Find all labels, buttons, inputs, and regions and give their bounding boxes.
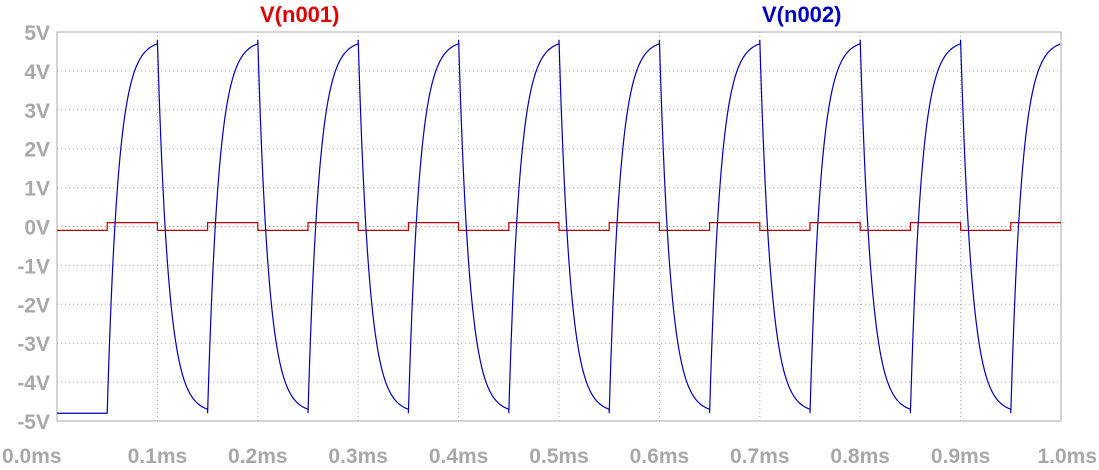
y-axis-ticks: 5V 4V 3V 2V 1V 0V -1V -2V -3V -4V -5V [17, 22, 50, 434]
x-tick-label: 0.8ms [830, 445, 890, 468]
x-tick-label: 0.6ms [630, 445, 690, 468]
y-tick-label: 4V [24, 61, 50, 84]
x-tick-label: 0.2ms [228, 445, 288, 468]
x-axis-ticks: 0.0ms 0.1ms 0.2ms 0.3ms 0.4ms 0.5ms 0.6ms 0.7ms… [2, 445, 1097, 468]
y-tick-label: 0V [24, 217, 50, 240]
series-line-v-n002 [57, 39, 1061, 414]
x-tick-label: 0.9ms [931, 445, 991, 468]
plot-frame [56, 31, 1062, 422]
y-tick-label: -1V [17, 255, 50, 278]
grid-lines [56, 31, 1062, 422]
y-tick-label: 1V [24, 178, 50, 201]
y-tick-label: 5V [24, 22, 50, 45]
y-tick-label: -3V [17, 333, 50, 356]
y-tick-label: -4V [17, 372, 50, 395]
legend-label-v-n002: V(n002) [762, 2, 842, 27]
legend-v-n001[interactable]: V(n001) [260, 2, 339, 28]
x-tick-label: 0.7ms [730, 445, 790, 468]
traces [57, 39, 1061, 414]
legend-v-n002[interactable]: V(n002) [762, 2, 841, 28]
x-tick-label: 0.3ms [328, 445, 388, 468]
y-tick-label: -5V [17, 411, 50, 434]
x-tick-label: 0.4ms [429, 445, 489, 468]
legend-label-v-n001: V(n001) [260, 2, 340, 27]
y-tick-label: 2V [24, 139, 50, 162]
x-tick-label: 1.0ms [1037, 445, 1097, 468]
x-tick-label: 0.5ms [529, 445, 589, 468]
y-tick-label: -2V [17, 294, 50, 317]
x-tick-label: 0.1ms [128, 445, 188, 468]
series-line-v-n001 [57, 222, 1061, 231]
y-tick-label: 3V [24, 100, 50, 123]
x-tick-label: 0.0ms [2, 445, 62, 468]
